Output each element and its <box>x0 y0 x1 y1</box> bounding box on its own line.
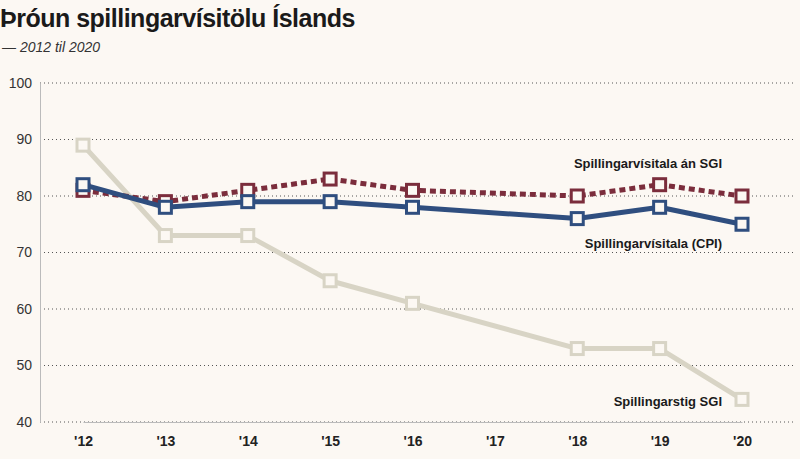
marker <box>159 230 171 242</box>
x-tick: '19 <box>651 422 670 449</box>
marker <box>77 139 89 151</box>
y-tick-label: 90 <box>16 131 32 147</box>
grid-line <box>40 422 795 423</box>
grid-line <box>40 252 795 253</box>
y-tick-label: 50 <box>16 357 32 373</box>
plot-area <box>77 139 748 405</box>
series-line <box>83 145 742 399</box>
series-label: Spillingarstig SGI <box>614 394 722 409</box>
grid-line <box>40 139 795 140</box>
y-tick: 90 <box>16 131 40 147</box>
x-tick-label: '12 <box>74 433 93 449</box>
marker <box>736 393 748 405</box>
series-label: Spillingarvísitala án SGI <box>574 156 722 171</box>
marker <box>242 230 254 242</box>
x-tick: '20 <box>733 422 752 449</box>
marker <box>571 213 583 225</box>
marker <box>77 179 89 191</box>
y-tick: 60 <box>16 301 40 317</box>
title: Þróun spillingarvísitölu Íslands <box>0 4 355 32</box>
y-tick: 80 <box>16 188 40 204</box>
marker <box>736 190 748 202</box>
marker <box>571 190 583 202</box>
series-labels: Spillingarvísitala án SGI Spillingarvísit… <box>574 156 722 409</box>
x-tick: '18 <box>568 422 587 449</box>
chart: Þróun spillingarvísitölu Íslands — 2012 t… <box>0 0 800 459</box>
x-tick-label: '18 <box>568 433 587 449</box>
x-tick-label: '15 <box>321 433 340 449</box>
marker <box>324 196 336 208</box>
marker <box>654 201 666 213</box>
marker <box>571 343 583 355</box>
grid-line <box>40 365 795 366</box>
y-tick-label: 60 <box>16 301 32 317</box>
subtitle: — 2012 til 2020 <box>1 39 100 55</box>
marker <box>324 173 336 185</box>
marker <box>159 201 171 213</box>
y-tick: 70 <box>16 244 40 260</box>
x-axis-line <box>84 422 743 423</box>
grid-line <box>40 83 795 84</box>
y-tick: 50 <box>16 357 40 373</box>
x-axis: '12 '13 '14 '15 '16 '17 '18 '19 '20 <box>74 422 752 449</box>
series-line <box>83 179 742 202</box>
y-tick-label: 100 <box>9 75 33 91</box>
x-tick-label: '17 <box>486 433 505 449</box>
series <box>77 139 748 405</box>
x-tick-label: '13 <box>156 433 175 449</box>
x-tick: '13 <box>156 422 175 449</box>
y-axis: 40 50 60 70 80 90 100 <box>9 75 41 430</box>
series-label: Spillingarvísitala (CPI) <box>585 236 722 251</box>
x-tick-label: '19 <box>651 433 670 449</box>
y-axis-line <box>40 84 41 423</box>
x-tick-label: '16 <box>404 433 423 449</box>
marker <box>407 297 419 309</box>
marker <box>736 218 748 230</box>
y-tick-label: 40 <box>16 414 32 430</box>
grid <box>40 83 795 422</box>
marker <box>407 201 419 213</box>
y-tick: 40 <box>16 414 40 430</box>
y-tick: 100 <box>9 75 40 91</box>
x-tick-label: '14 <box>239 433 258 449</box>
marker <box>324 275 336 287</box>
series <box>77 179 748 231</box>
y-tick-label: 80 <box>16 188 32 204</box>
x-tick: '16 <box>404 422 423 449</box>
x-tick: '14 <box>239 422 258 449</box>
marker <box>654 179 666 191</box>
marker <box>242 196 254 208</box>
x-tick: '17 <box>486 422 505 449</box>
y-tick-label: 70 <box>16 244 32 260</box>
series-line <box>83 185 742 225</box>
x-tick: '12 <box>74 422 93 449</box>
x-tick-label: '20 <box>733 433 752 449</box>
marker <box>654 343 666 355</box>
marker <box>407 184 419 196</box>
x-tick: '15 <box>321 422 340 449</box>
